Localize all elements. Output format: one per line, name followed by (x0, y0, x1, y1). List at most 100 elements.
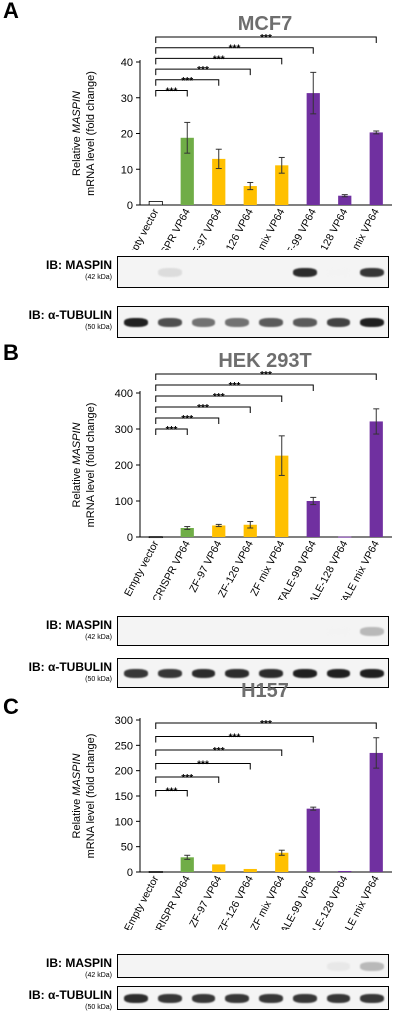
bar-5 (306, 501, 320, 537)
blot-band (157, 994, 182, 1003)
significance-bracket-7 (155, 373, 377, 380)
significance-bracket-1 (155, 90, 188, 97)
blot-band (225, 318, 249, 327)
blot-band (360, 627, 384, 636)
significance-bracket-4 (155, 57, 283, 65)
blot-membrane-1 (117, 306, 389, 338)
significance-label-4: *** (213, 54, 225, 65)
significance-label-7: *** (260, 719, 272, 730)
bar-4 (275, 455, 289, 537)
significance-label-3: *** (197, 65, 209, 76)
y-tick-label: 100 (115, 816, 133, 828)
y-axis-label-line2: mRNA level (fold change) (85, 734, 97, 859)
y-axis-label-line1: Relative MASPIN (71, 422, 83, 507)
blot-kda-0: (42 kDa) (85, 274, 112, 281)
y-tick-label: 0 (127, 867, 133, 879)
western-blot-h157: IB: MASPIN (42 kDa) IB: α-TUBULIN (50 kDa) (0, 946, 400, 1014)
blot-band (191, 994, 216, 1003)
blot-label-0: IB: MASPIN (46, 956, 112, 970)
blot-band (326, 318, 351, 327)
significance-label-3: *** (197, 403, 209, 414)
blot-band (292, 318, 317, 327)
blot-band (124, 669, 148, 678)
blot-band (225, 994, 249, 1003)
blot-membrane-0 (117, 256, 389, 288)
bar-0 (148, 201, 163, 206)
chart-hek293t: HEK 293T Relative MASPIN mRNA level (fold … (71, 350, 392, 600)
blot-band (259, 318, 283, 327)
significance-bracket-2 (155, 417, 220, 424)
bar-6 (338, 195, 352, 205)
blot-band (326, 268, 351, 277)
blot-band (326, 994, 351, 1003)
chart-title: HEK 293T (218, 350, 311, 372)
panel-letter-a: A (3, 0, 19, 23)
blot-band (326, 627, 351, 636)
bar-3 (243, 186, 257, 205)
y-tick-label: 10 (121, 164, 133, 176)
category-label-0: Empty vector (122, 873, 162, 930)
bar-6 (338, 870, 352, 872)
blot-band (191, 669, 216, 678)
chart-h157: H157 Relative MASPIN mRNA level (fold chan… (71, 680, 392, 930)
significance-label-4: *** (213, 392, 225, 403)
blot-band (326, 669, 351, 678)
blot-band (225, 669, 249, 678)
significance-bracket-3 (155, 68, 251, 76)
y-tick-label: 0 (127, 200, 133, 212)
y-axis-label-line1: Relative MASPIN (71, 753, 83, 838)
significance-label-1: *** (166, 425, 178, 436)
significance-bracket-5 (155, 47, 314, 54)
blot-band (259, 994, 283, 1003)
significance-bracket-4 (155, 749, 283, 756)
bar-3 (243, 524, 257, 537)
significance-label-5: *** (229, 381, 241, 392)
y-tick-label: 0 (127, 532, 133, 544)
bar-7 (369, 421, 383, 537)
bar-7 (369, 132, 383, 205)
significance-label-5: *** (229, 733, 241, 744)
bar-1 (180, 528, 194, 537)
y-tick-label: 400 (115, 388, 133, 400)
significance-bracket-7 (155, 36, 377, 43)
blot-band (292, 268, 317, 277)
blot-band (157, 669, 182, 678)
y-tick-label: 150 (115, 791, 133, 803)
bar-4 (275, 852, 289, 872)
y-tick-label: 50 (121, 842, 133, 854)
significance-label-3: *** (197, 760, 209, 771)
blot-band (360, 962, 384, 971)
blot-label-1: IB: α-TUBULIN (28, 660, 112, 674)
significance-bracket-4 (155, 395, 283, 402)
significance-bracket-2 (155, 79, 220, 86)
category-label-2: ZF-97 VP64 (187, 539, 224, 595)
significance-bracket-3 (155, 406, 251, 413)
category-label-2: ZF-97 VP64 (187, 874, 224, 930)
bar-1 (180, 857, 194, 872)
blot-kda-1: (50 kDa) (85, 676, 112, 683)
blot-label-0: IB: MASPIN (46, 258, 112, 272)
significance-label-2: *** (181, 773, 193, 784)
category-label-0: Empty vector (122, 206, 162, 250)
significance-label-2: *** (181, 414, 193, 425)
bar-2 (212, 525, 226, 537)
chart-title: MCF7 (238, 13, 292, 35)
blot-kda-1: (50 kDa) (85, 1004, 112, 1011)
y-axis-label-line1: Relative MASPIN (71, 91, 83, 176)
blot-band (360, 318, 384, 327)
bar-3 (243, 868, 257, 872)
bar-2 (212, 158, 226, 205)
significance-bracket-2 (155, 776, 220, 783)
significance-label-4: *** (213, 746, 225, 757)
blot-band (292, 994, 317, 1003)
blot-band (124, 318, 148, 327)
category-label-2: ZF-97 VP64 (187, 207, 224, 250)
significance-bracket-1 (155, 428, 188, 435)
y-tick-label: 30 (121, 93, 133, 105)
significance-bracket-7 (155, 722, 377, 729)
bar-2 (212, 864, 226, 872)
blot-band (360, 669, 384, 678)
panel-letter-c: C (3, 694, 19, 719)
blot-membrane-0 (117, 954, 389, 978)
y-tick-label: 300 (115, 715, 133, 727)
